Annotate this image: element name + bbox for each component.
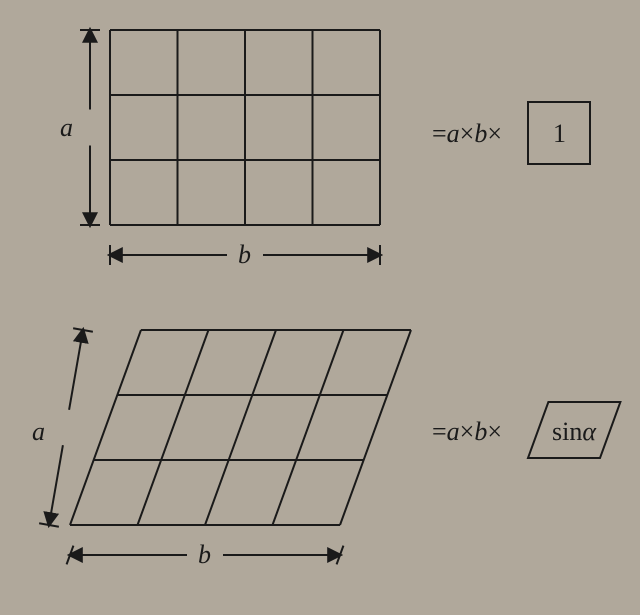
para-formula-prefix: =a×b×: [432, 417, 502, 446]
para-dim-b-label: b: [198, 540, 211, 569]
parallelogram-grid: [70, 330, 411, 525]
para-formula: =a×b× sinα: [432, 402, 620, 458]
para-formula-box-label: sinα: [552, 417, 597, 446]
para-dim-b: b: [67, 540, 344, 569]
rect-dim-a-label: a: [60, 113, 73, 142]
rectangle-grid: [110, 30, 380, 225]
para-dim-a: a: [32, 328, 93, 526]
rect-formula: =a×b× 1: [432, 102, 590, 164]
area-formula-diagram: a b =a×b× 1 a b =a×b× sinα: [0, 0, 640, 615]
rect-dim-b-label: b: [238, 240, 251, 269]
rect-formula-prefix: =a×b×: [432, 119, 502, 148]
rect-dim-b: b: [110, 240, 380, 269]
para-dim-a-label: a: [32, 417, 45, 446]
rect-formula-box-label: 1: [553, 119, 566, 148]
rect-dim-a: a: [60, 30, 100, 225]
